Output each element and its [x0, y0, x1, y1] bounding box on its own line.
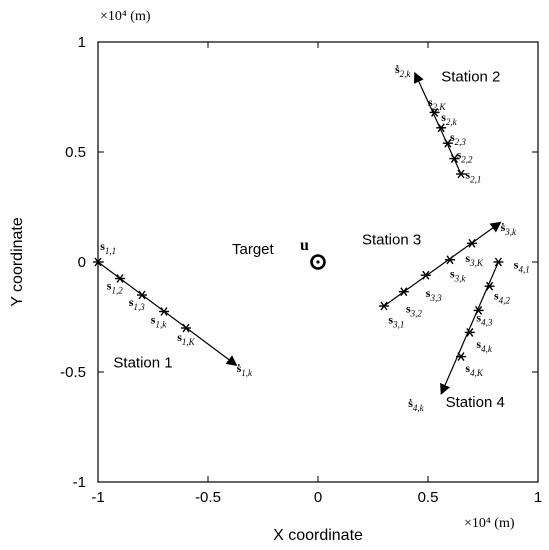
station-2-point-2 [449, 154, 460, 164]
x-tick-label: 0.5 [418, 489, 439, 506]
station-4-point-5 [456, 352, 466, 362]
station-4-point-label: s4,K [465, 361, 483, 378]
station-3-point-4 [445, 255, 455, 265]
station-1: s1,1 s1,2 s1,3 s1,k s1,K ṡ1,k Station 1 [93, 239, 253, 378]
station-3-point-label: s3,k [450, 266, 466, 283]
station-4-point-label: ṡ4,k [408, 396, 424, 413]
station-4-point-3 [473, 305, 484, 315]
station-2-point-label: ṡ2,k [395, 62, 411, 79]
station-1-point-1 [93, 257, 103, 267]
target-label: Target [232, 241, 275, 258]
axis-ticks [97, 41, 539, 483]
x-scale-label: ×10⁴ (m) [464, 516, 515, 531]
station-3-name: Station 3 [362, 231, 421, 248]
y-scale-label: ×10⁴ (m) [100, 9, 151, 24]
x-axis-title: X coordinate [273, 527, 363, 544]
target-center [316, 260, 320, 264]
station-2-point-1 [456, 169, 466, 179]
station-1-point-label: s1,2 [107, 279, 123, 296]
station-4-point-2 [484, 281, 495, 291]
station-3-point-label: s3,3 [426, 286, 442, 303]
station-4-point-1 [493, 257, 504, 267]
station-4-point-label: s4,k [476, 337, 492, 354]
station-1-point-4 [159, 307, 169, 316]
x-tick-label: -1 [91, 489, 104, 506]
station-2-point-label: s2,2 [457, 148, 473, 165]
station-4: s4,1s4,2s4,3 s4,k s4,K ṡ4,k Station 4 [408, 257, 530, 413]
station-3-point-label: s3,K [465, 251, 483, 268]
station-1-point-3 [137, 290, 147, 300]
target-layer: Target u [232, 237, 326, 270]
station-4-point-label: s4,3 [476, 310, 492, 327]
station-2: ṡ2,k s2,Ks2,k s2,3s2,2 s2,1 Station 2 [395, 62, 500, 185]
station-1-point-label: s1,3 [129, 295, 145, 312]
station-4-velocity-arrow [440, 261, 499, 395]
station-3-point-label: s3,1 [388, 313, 404, 330]
station-3-point-label: ṡ3,k [501, 220, 517, 237]
station-1-point-label: ṡ1,k [237, 361, 253, 378]
station-3-point-3 [420, 270, 431, 280]
station-1-point-5 [181, 323, 191, 333]
station-2-point-5 [429, 107, 440, 117]
station-1-point-label: s1,k [151, 313, 167, 330]
station-1-name: Station 1 [113, 355, 172, 372]
station-1-point-label: s1,1 [100, 239, 116, 256]
station-1-point-label: s1,K [177, 330, 195, 347]
station-3-point-1 [379, 301, 389, 311]
stations-layer: s1,1 s1,2 s1,3 s1,k s1,K ṡ1,k Station 1 ṡ2,k s2,… [93, 62, 530, 413]
y-tick-label: 0.5 [65, 144, 86, 161]
station-2-point-label: s2,k [441, 110, 457, 127]
tick-labels: -1 -0.5 0 0.5 1 -1 -0.5 0 0.5 1 [60, 34, 542, 506]
y-tick-label: 0 [78, 254, 86, 271]
station-2-name: Station 2 [441, 69, 500, 86]
y-tick-label: -1 [73, 474, 86, 491]
y-tick-label: -0.5 [60, 364, 86, 381]
station-2-point-label: s2,K [428, 95, 446, 112]
station-2-point-label: s2,1 [465, 167, 481, 184]
station-3-point-label: s3,2 [406, 302, 422, 319]
x-tick-label: -0.5 [195, 489, 221, 506]
station-3-point-5 [467, 238, 477, 248]
y-axis-title: Y coordinate [9, 217, 26, 307]
station-4-point-label: s4,1 [514, 258, 530, 275]
station-4-point-4 [464, 327, 475, 337]
station-2-point-3 [442, 138, 453, 148]
x-tick-label: 1 [534, 489, 542, 506]
station-4-point-label: s4,2 [494, 288, 510, 305]
station-3-point-2 [398, 287, 409, 297]
x-tick-label: 0 [314, 489, 322, 506]
station-1-point-2 [115, 274, 125, 283]
station-4-name: Station 4 [446, 394, 505, 411]
station-2-point-label: s2,3 [450, 130, 466, 147]
target-symbol: u [300, 237, 309, 254]
station-3: ṡ3,k s3,Ks3,k s3,3s3,2s3,1 Station 3 [362, 220, 517, 329]
y-tick-label: 1 [78, 34, 86, 51]
station-2-point-4 [436, 123, 447, 133]
